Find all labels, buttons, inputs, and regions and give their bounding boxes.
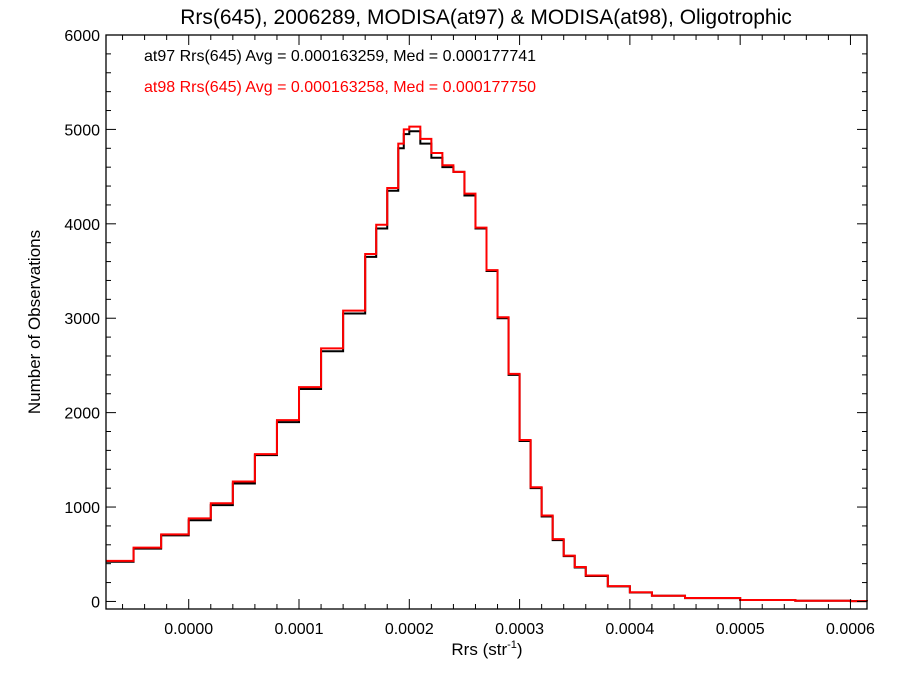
y-tick-label: 4000 xyxy=(64,217,100,234)
x-tick-label: 0.0002 xyxy=(385,621,434,638)
x-tick-label: 0.0001 xyxy=(275,621,324,638)
y-tick-label: 5000 xyxy=(64,122,100,139)
legend: at97 Rrs(645) Avg = 0.000163259, Med = 0… xyxy=(144,48,536,96)
chart-title: Rrs(645), 2006289, MODISA(at97) & MODISA… xyxy=(180,6,792,29)
y-tick-label: 0 xyxy=(91,594,100,611)
plot-frame xyxy=(105,34,868,610)
x-tick-label: 0.0005 xyxy=(716,621,765,638)
y-tick-label: 6000 xyxy=(64,28,100,45)
y-axis-label: Number of Observations xyxy=(25,230,44,414)
axis-ticks xyxy=(106,34,867,609)
series-at98-line xyxy=(106,125,868,603)
x-axis-label-end: ) xyxy=(517,640,523,659)
x-tick-label: 0.0000 xyxy=(164,621,213,638)
legend-entry-at97: at97 Rrs(645) Avg = 0.000163259, Med = 0… xyxy=(144,48,536,65)
series-layer xyxy=(106,125,868,603)
x-axis-label-main: Rrs (str xyxy=(451,640,507,659)
y-tick-label: 2000 xyxy=(64,406,100,423)
x-axis-label-superscript: -1 xyxy=(507,639,517,651)
y-tick-label: 1000 xyxy=(64,500,100,517)
x-tick-label: 0.0004 xyxy=(605,621,654,638)
x-tick-label: 0.0003 xyxy=(495,621,544,638)
series-at97-line xyxy=(106,130,868,603)
legend-entry-at98: at98 Rrs(645) Avg = 0.000163258, Med = 0… xyxy=(144,79,536,96)
x-axis-label: Rrs (str-1) xyxy=(451,639,522,659)
y-tick-label: 3000 xyxy=(64,311,100,328)
x-tick-label: 0.0006 xyxy=(826,621,875,638)
axis-tick-labels: 0.0000 0.0001 0.0002 0.0003 0.0004 0.0005 0.00… xyxy=(64,28,875,638)
